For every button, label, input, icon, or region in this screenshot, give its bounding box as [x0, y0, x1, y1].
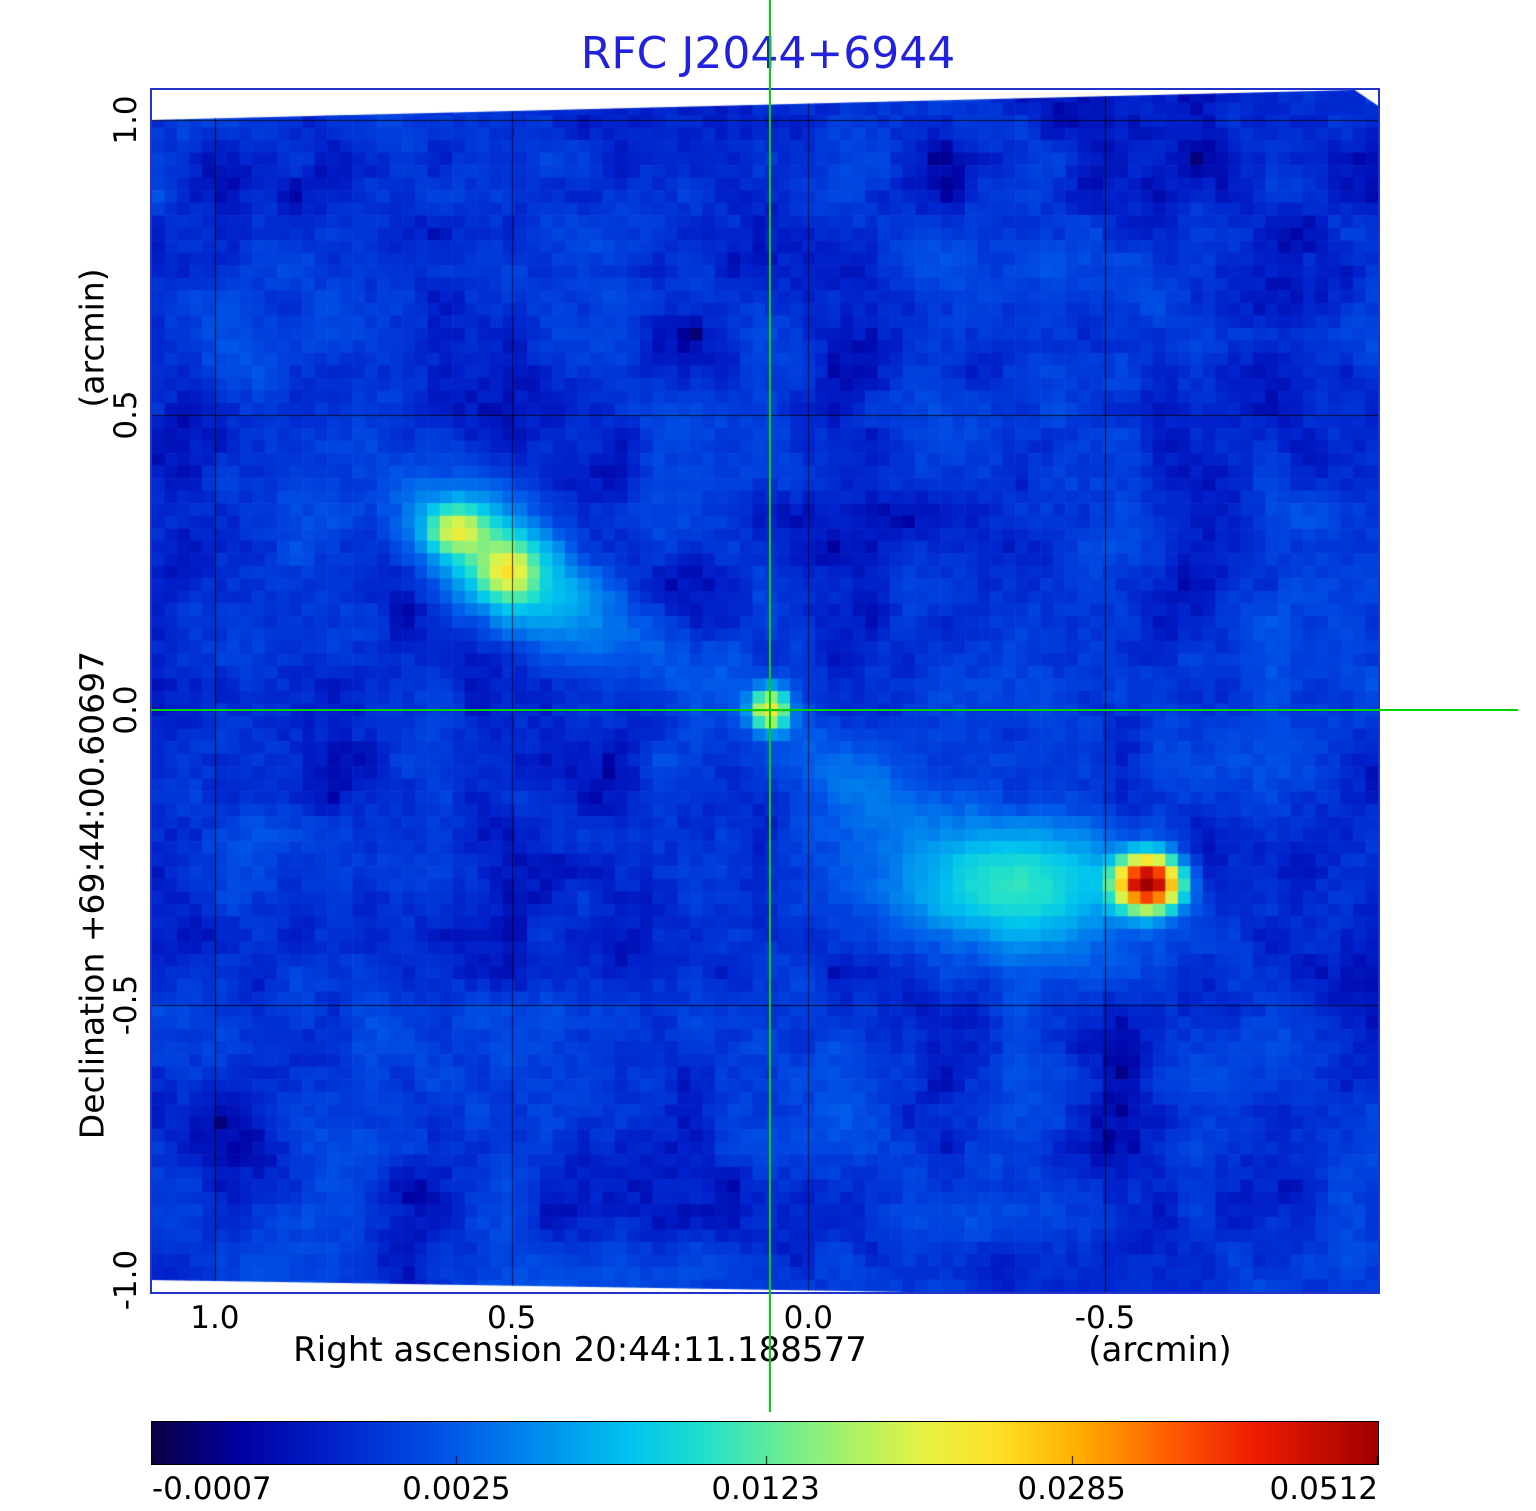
y-tick-label: -1.0: [108, 1249, 144, 1311]
x-tick-label: 0.5: [486, 1300, 537, 1336]
y-tick-label: 0.5: [108, 390, 144, 440]
x-axis-unit-label: (arcmin): [1088, 1330, 1232, 1370]
colorbar-tick-labels: -0.0007 0.0025 0.0123 0.0285 0.0512: [152, 1471, 1378, 1507]
crosshair-horizontal-line: [151, 709, 1518, 712]
y-tick-label: 0.0: [108, 685, 144, 735]
colorbar-tick-label: 0.0025: [402, 1471, 511, 1507]
intensity-map-canvas: [152, 90, 1378, 1292]
y-axis-label: Declination +69:44:00.60697: [72, 650, 112, 1140]
colorbar: [151, 1421, 1379, 1465]
colorbar-tick-label: 0.0123: [711, 1471, 820, 1507]
colorbar-tick-label: 0.0285: [1017, 1471, 1126, 1507]
plot-frame: [150, 88, 1380, 1294]
figure-title: RFC J2044+6944: [580, 28, 956, 79]
crosshair-vertical-line: [768, 0, 771, 1412]
x-tick-labels: 1.0 0.5 0.0 -0.5: [152, 1300, 1378, 1336]
y-tick-labels: 1.0 0.5 0.0 -0.5 -1.0: [108, 90, 144, 1310]
x-tick-label: -0.5: [1074, 1300, 1136, 1336]
y-axis-unit-label: (arcmin): [72, 268, 112, 408]
x-tick-label: 0.0: [783, 1300, 833, 1336]
colorbar-tick-label: -0.0007: [152, 1471, 272, 1507]
x-axis-label: Right ascension 20:44:11.188577: [293, 1330, 867, 1370]
y-tick-label: -0.5: [108, 974, 144, 1036]
y-tick-label: 1.0: [108, 95, 144, 145]
colorbar-tick-label: 0.0512: [1269, 1471, 1378, 1507]
colorbar-gradient-canvas: [152, 1422, 1378, 1464]
x-tick-label: 1.0: [190, 1300, 240, 1336]
